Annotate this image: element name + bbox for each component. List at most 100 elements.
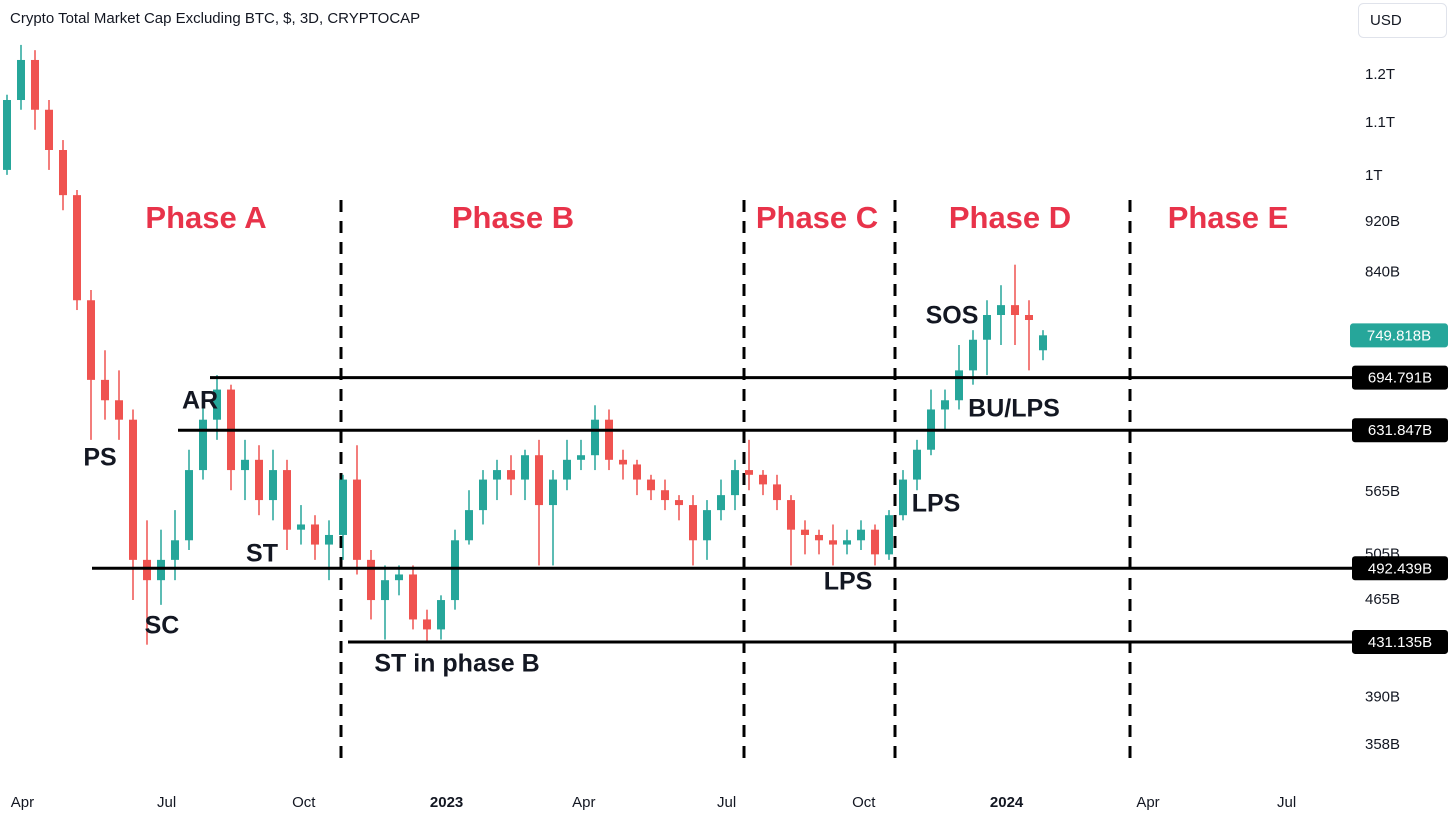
y-tick-label: 1.2T	[1365, 66, 1395, 83]
annotation: ST in phase B	[374, 650, 539, 678]
candle-body	[353, 479, 361, 560]
candle-body	[1025, 315, 1033, 321]
candle-body	[115, 400, 123, 420]
y-tick-label: 1T	[1365, 167, 1383, 184]
candle-body	[409, 574, 417, 620]
y-tick-label: 358B	[1365, 736, 1400, 753]
candle-body	[745, 470, 753, 475]
candle-body	[871, 529, 879, 555]
candle-body	[437, 600, 445, 630]
candle-body	[731, 470, 739, 496]
x-tick-label: Jul	[1277, 794, 1296, 811]
candle-body	[199, 419, 207, 471]
candle-body	[661, 490, 669, 501]
candle-body	[941, 400, 949, 410]
candle-body	[843, 540, 851, 545]
x-tick-label: Oct	[852, 794, 876, 811]
candle-body	[185, 470, 193, 541]
candle-body	[787, 500, 795, 530]
candle-body	[563, 459, 571, 480]
candle-body	[955, 370, 963, 401]
x-tick-label: Jul	[157, 794, 176, 811]
annotation: SOS	[926, 302, 979, 330]
candle-body	[801, 529, 809, 535]
level-tag-label: 431.135B	[1368, 634, 1432, 651]
candle-body	[157, 559, 165, 581]
candle-body	[885, 515, 893, 555]
annotation: BU/LPS	[968, 395, 1060, 423]
level-tag	[1352, 629, 1448, 654]
currency-button[interactable]	[1358, 3, 1447, 38]
annotation: LPS	[912, 490, 961, 518]
last-price-label: 749.818B	[1367, 327, 1431, 344]
last-price-tag	[1350, 323, 1448, 348]
level-tag-label: 631.847B	[1368, 422, 1432, 439]
candle-body	[213, 389, 221, 420]
candle-body	[101, 379, 109, 401]
candle-body	[983, 315, 991, 340]
candle-body	[3, 100, 11, 170]
candle-body	[479, 479, 487, 511]
candle-body	[717, 495, 725, 511]
candle-body	[1011, 305, 1019, 316]
x-tick-label: Apr	[11, 794, 34, 811]
candle-body	[1039, 335, 1047, 351]
candle-body	[423, 619, 431, 630]
candle-body	[913, 449, 921, 480]
candle-body	[969, 339, 977, 371]
candle-body	[45, 109, 53, 151]
candle-body	[73, 195, 81, 301]
y-tick-label: 390B	[1365, 688, 1400, 705]
chart-title: Crypto Total Market Cap Excluding BTC, $…	[10, 10, 420, 27]
level-tag	[1352, 418, 1448, 443]
currency-label[interactable]: USD	[1370, 12, 1402, 29]
annotation: ST	[246, 540, 278, 568]
candle-body	[521, 455, 529, 480]
candle-body	[605, 419, 613, 460]
level-tag-label: 694.791B	[1368, 370, 1432, 387]
candle-body	[17, 59, 25, 101]
candle-body	[325, 534, 333, 545]
candle-body	[703, 510, 711, 541]
x-tick-label: Oct	[292, 794, 316, 811]
phase-label: Phase E	[1168, 200, 1289, 235]
y-tick-label: 1.1T	[1365, 114, 1395, 131]
candle-body	[255, 459, 263, 501]
candle-body	[577, 455, 585, 460]
candle-body	[129, 419, 137, 560]
annotation: PS	[83, 444, 116, 472]
y-tick-label: 840B	[1365, 264, 1400, 281]
candle-body	[367, 559, 375, 601]
candle-body	[143, 559, 151, 581]
phase-label: Phase A	[145, 200, 266, 235]
candle-body	[899, 479, 907, 516]
y-tick-label: 920B	[1365, 213, 1400, 230]
candle-body	[633, 464, 641, 480]
x-tick-label: Apr	[572, 794, 595, 811]
candle-body	[87, 300, 95, 380]
candle-body	[507, 470, 515, 480]
candle-body	[269, 470, 277, 501]
x-tick-label: Jul	[717, 794, 736, 811]
annotation: AR	[182, 387, 218, 415]
candle-body	[535, 455, 543, 506]
candle-body	[675, 500, 683, 506]
candle-body	[591, 419, 599, 456]
candle-body	[283, 470, 291, 530]
candle-body	[815, 534, 823, 541]
x-tick-label: 2024	[990, 794, 1024, 811]
candle-body	[647, 479, 655, 491]
candle-body	[241, 459, 249, 471]
candle-body	[395, 574, 403, 581]
y-tick-label: 565B	[1365, 483, 1400, 500]
candle-body	[311, 524, 319, 545]
candle-body	[493, 470, 501, 480]
candle-body	[451, 540, 459, 601]
candle-body	[31, 59, 39, 110]
candle-body	[829, 540, 837, 545]
level-tag	[1352, 556, 1448, 581]
candle-body	[997, 305, 1005, 316]
candle-body	[689, 505, 697, 541]
level-tag-label: 492.439B	[1368, 560, 1432, 577]
